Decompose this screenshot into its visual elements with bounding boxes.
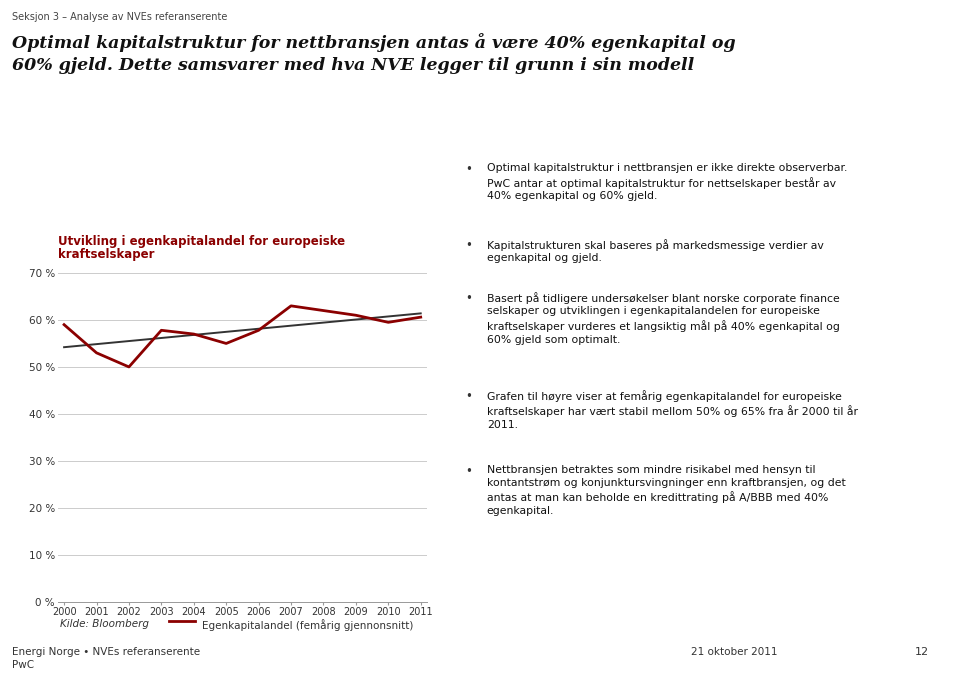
Text: Grafen til høyre viser at femårig egenkapitalandel for europeiske
kraftselskaper: Grafen til høyre viser at femårig egenka…: [487, 390, 857, 430]
Text: •: •: [466, 163, 472, 176]
Text: •: •: [466, 390, 472, 403]
Text: Nettbransjen betraktes som mindre risikabel med hensyn til
kontantstrøm og konju: Nettbransjen betraktes som mindre risika…: [487, 465, 846, 516]
Text: Kilde: Bloomberg: Kilde: Bloomberg: [60, 619, 149, 629]
Text: •: •: [466, 292, 472, 305]
Text: Optimal kapitalstruktur i nettbransjen er ikke direkte observerbar.
PwC antar at: Optimal kapitalstruktur i nettbransjen e…: [487, 163, 847, 201]
Text: •: •: [466, 239, 472, 252]
Text: 12: 12: [915, 647, 929, 658]
Text: Optimal kapitalstruktur for nettbransjen antas å være 40% egenkapital og
60% gje: Optimal kapitalstruktur for nettbransjen…: [12, 33, 735, 74]
Text: PwC: PwC: [12, 660, 34, 670]
Text: •: •: [466, 465, 472, 478]
Text: 21 oktober 2011: 21 oktober 2011: [691, 647, 778, 658]
Text: Basert på tidligere undersøkelser blant norske corporate finance
selskaper og ut: Basert på tidligere undersøkelser blant …: [487, 292, 840, 345]
Text: kraftselskaper: kraftselskaper: [58, 248, 155, 261]
Text: Seksjon 3 – Analyse av NVEs referanserente: Seksjon 3 – Analyse av NVEs referanseren…: [12, 12, 227, 22]
Text: Energi Norge • NVEs referanserente: Energi Norge • NVEs referanserente: [12, 647, 200, 658]
Text: Kapitalstrukturen skal baseres på markedsmessige verdier av
egenkapital og gjeld: Kapitalstrukturen skal baseres på marked…: [487, 239, 824, 263]
Text: Utvikling i egenkapitalandel for europeiske: Utvikling i egenkapitalandel for europei…: [58, 235, 345, 248]
Text: Egenkapitalandel (femårig gjennonsnitt): Egenkapitalandel (femårig gjennonsnitt): [202, 619, 413, 631]
